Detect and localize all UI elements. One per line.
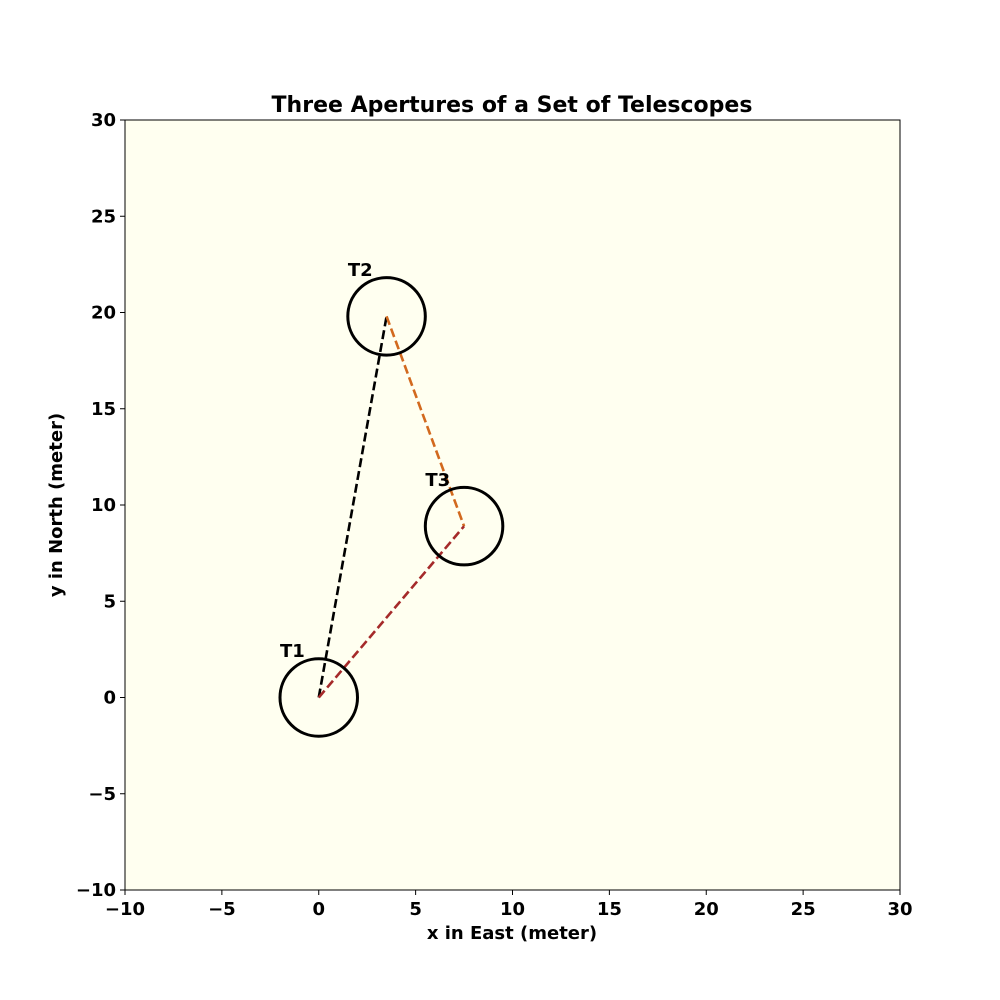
x-tick-label: −5	[208, 899, 236, 920]
x-tick-label: 10	[500, 899, 525, 920]
y-tick-label: 0	[103, 688, 116, 709]
telescope-labels-group: T1 T2 T3	[280, 260, 450, 662]
chart-title: Three Apertures of a Set of Telescopes	[272, 93, 753, 118]
telescope-label-t1: T1	[280, 641, 305, 662]
x-axis-ticks: −10 −5 0 5 10 15 20 25 30	[105, 890, 913, 920]
x-tick-label: 20	[694, 899, 719, 920]
x-tick-label: 0	[312, 899, 325, 920]
y-axis-ticks: −10 −5 0 5 10 15 20 25 30	[76, 110, 125, 901]
x-axis-label: x in East (meter)	[427, 923, 597, 944]
aperture-t2	[346, 276, 427, 357]
x-tick-label: 25	[791, 899, 816, 920]
x-tick-label: 30	[887, 899, 912, 920]
y-tick-label: 25	[91, 206, 116, 227]
y-tick-label: 30	[91, 110, 116, 131]
y-tick-label: 15	[91, 399, 116, 420]
x-tick-label: 5	[409, 899, 422, 920]
y-tick-label: −5	[88, 784, 116, 805]
apertures-group	[278, 276, 505, 738]
y-tick-label: −10	[76, 880, 116, 901]
x-tick-label: 15	[597, 899, 622, 920]
plot-area	[125, 120, 900, 890]
aperture-t1	[278, 657, 359, 738]
y-tick-label: 20	[91, 303, 116, 324]
y-tick-label: 5	[103, 591, 116, 612]
baseline-t2-t3	[385, 315, 466, 527]
telescope-label-t3: T3	[425, 470, 450, 491]
x-tick-label: −10	[105, 899, 145, 920]
y-axis-label: y in North (meter)	[46, 413, 67, 597]
aperture-t3	[423, 485, 505, 567]
y-tick-label: 10	[91, 495, 116, 516]
telescope-label-t2: T2	[348, 260, 373, 281]
